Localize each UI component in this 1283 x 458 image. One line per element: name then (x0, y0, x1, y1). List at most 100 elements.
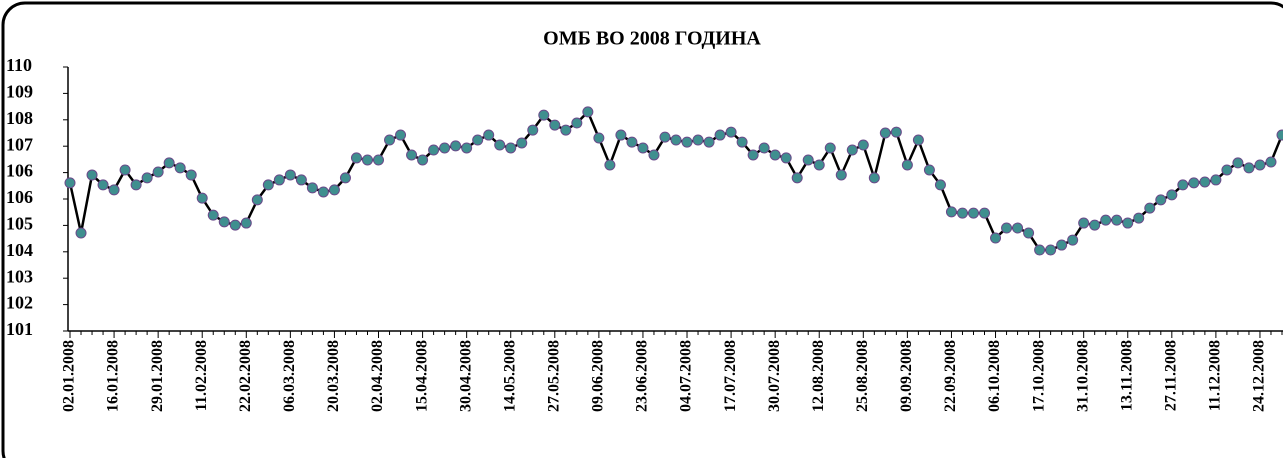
data-point (1210, 174, 1222, 186)
data-point (648, 149, 660, 161)
x-tick-label: 11.12.2008 (1207, 340, 1224, 411)
x-tick-label: 09.06.2008 (590, 340, 607, 412)
data-point (626, 136, 638, 148)
x-tick-label: 16.01.2008 (105, 340, 122, 412)
data-point (218, 216, 230, 228)
data-point (857, 139, 869, 151)
data-point (835, 169, 847, 181)
data-point (284, 169, 296, 181)
x-tick-label: 09.09.2008 (898, 340, 915, 412)
data-point (1243, 162, 1255, 174)
y-tick-label: 106 (6, 187, 33, 207)
data-point (373, 154, 385, 166)
y-tick-label: 104 (6, 240, 33, 260)
data-point (472, 134, 484, 146)
data-point (1034, 244, 1046, 256)
data-point (461, 142, 473, 154)
data-point (1265, 156, 1277, 168)
data-point (494, 139, 506, 151)
data-point (1067, 234, 1079, 246)
data-point (1089, 219, 1101, 231)
data-point (681, 136, 693, 148)
x-tick-label: 04.07.2008 (678, 340, 695, 412)
data-point (306, 182, 318, 194)
data-point (1133, 212, 1145, 224)
data-point (802, 154, 814, 166)
data-point (538, 109, 550, 121)
data-point (361, 154, 373, 166)
y-tick-label: 110 (6, 55, 32, 75)
data-point (1111, 214, 1123, 226)
data-point (527, 124, 539, 136)
x-tick-label: 17.10.2008 (1030, 340, 1047, 412)
data-point (505, 142, 517, 154)
data-point (824, 142, 836, 154)
x-tick-label: 30.04.2008 (457, 340, 474, 412)
data-point (1221, 164, 1233, 176)
data-point (593, 132, 605, 144)
data-point (97, 179, 109, 191)
data-point (1177, 179, 1189, 191)
y-tick-label: 107 (6, 134, 33, 154)
x-tick-label: 02.01.2008 (61, 340, 78, 412)
data-point (1023, 227, 1035, 239)
data-point (1166, 189, 1178, 201)
data-point (86, 169, 98, 181)
data-point (769, 149, 781, 161)
data-point (791, 172, 803, 184)
x-tick-label: 12.08.2008 (810, 340, 827, 412)
data-point (582, 106, 594, 118)
data-point (339, 172, 351, 184)
x-tick-label: 14.05.2008 (501, 340, 518, 412)
x-tick-label: 15.04.2008 (413, 340, 430, 412)
data-point (692, 134, 704, 146)
data-point (1232, 157, 1244, 169)
data-point (813, 159, 825, 171)
data-point (956, 207, 968, 219)
data-point (560, 124, 572, 136)
chart-title: ОМБ ВО 2008 ГОДИНА (543, 28, 761, 50)
data-point (207, 209, 219, 221)
data-point (196, 192, 208, 204)
data-point (1254, 159, 1266, 171)
data-point (483, 129, 495, 141)
data-point (1144, 202, 1156, 214)
data-point (990, 232, 1002, 244)
x-tick-label: 06.10.2008 (986, 340, 1003, 412)
x-tick-label: 11.02.2008 (193, 340, 210, 411)
data-point (945, 206, 957, 218)
data-point (152, 166, 164, 178)
data-point (912, 134, 924, 146)
data-point (1188, 177, 1200, 189)
data-point (747, 149, 759, 161)
y-tick-label: 102 (6, 293, 33, 313)
data-point (516, 137, 528, 149)
data-point (1199, 176, 1211, 188)
y-tick-label: 103 (6, 266, 33, 286)
data-point (967, 207, 979, 219)
data-point (450, 140, 462, 152)
data-point (1155, 194, 1167, 206)
data-point (395, 129, 407, 141)
data-point (1276, 129, 1283, 141)
data-point (1012, 222, 1024, 234)
x-tick-label: 31.10.2008 (1074, 340, 1091, 412)
data-point (703, 136, 715, 148)
data-point (571, 117, 583, 129)
data-point (439, 142, 451, 154)
x-tick-label: 17.07.2008 (722, 340, 739, 412)
data-point (670, 134, 682, 146)
data-point (406, 149, 418, 161)
x-tick-label: 27.11.2008 (1162, 340, 1179, 411)
x-tick-label: 20.03.2008 (325, 340, 342, 412)
y-tick-label: 106 (6, 161, 33, 181)
x-tick-label: 24.12.2008 (1251, 340, 1268, 412)
data-point (240, 217, 252, 229)
x-tick-label: 25.08.2008 (854, 340, 871, 412)
data-point (1001, 222, 1013, 234)
y-tick-label: 105 (6, 214, 33, 234)
y-tick-label: 109 (6, 82, 33, 102)
data-point (75, 227, 87, 239)
